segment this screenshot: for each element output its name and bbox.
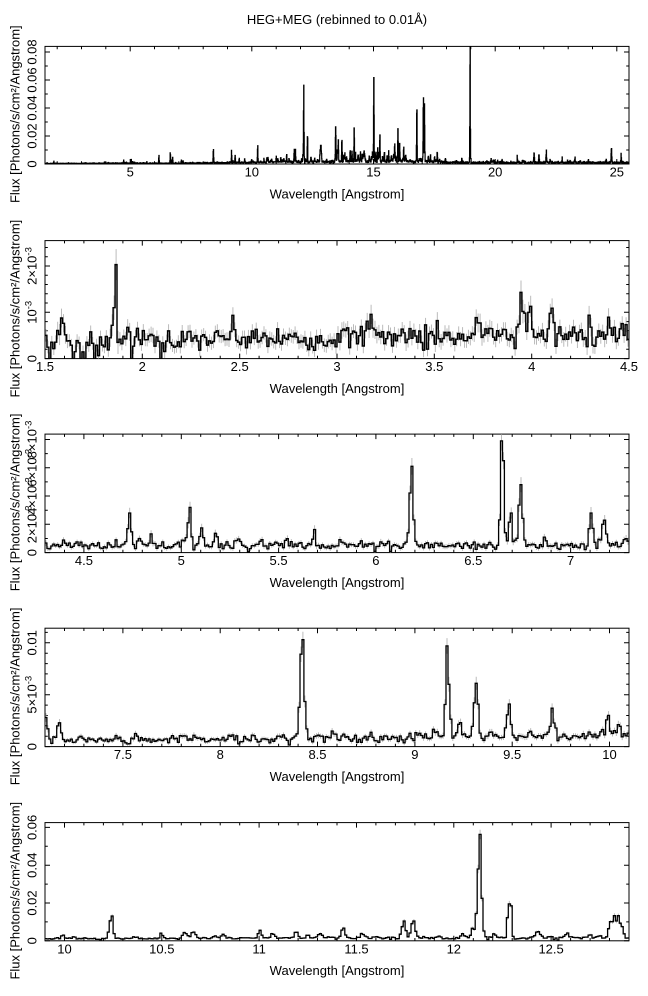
- svg-text:0: 0: [24, 937, 39, 944]
- svg-text:7: 7: [567, 553, 574, 568]
- svg-text:4.5: 4.5: [75, 553, 93, 568]
- svg-text:Wavelength [Angstrom]: Wavelength [Angstrom]: [270, 575, 405, 590]
- svg-text:12: 12: [447, 941, 461, 956]
- svg-text:Flux [Photons/s/cm²/Angstrom]: Flux [Photons/s/cm²/Angstrom]: [8, 220, 23, 398]
- svg-text:0.06: 0.06: [24, 815, 39, 840]
- svg-text:0.01: 0.01: [24, 630, 39, 655]
- svg-text:HEG+MEG (rebinned to 0.01Å): HEG+MEG (rebinned to 0.01Å): [247, 12, 427, 27]
- svg-text:20: 20: [488, 165, 502, 180]
- svg-text:0: 0: [24, 549, 39, 556]
- svg-text:2×10-3: 2×10-3: [24, 505, 40, 543]
- svg-text:0.06: 0.06: [24, 67, 39, 92]
- svg-text:8.5: 8.5: [308, 747, 326, 762]
- svg-text:8: 8: [217, 747, 224, 762]
- svg-text:8×10-3: 8×10-3: [24, 421, 40, 459]
- svg-text:0.04: 0.04: [24, 853, 39, 878]
- svg-text:25: 25: [610, 165, 624, 180]
- svg-text:Flux [Photons/s/cm²/Angstrom]: Flux [Photons/s/cm²/Angstrom]: [8, 25, 23, 203]
- svg-text:1.5: 1.5: [36, 359, 54, 374]
- svg-text:6.5: 6.5: [464, 553, 482, 568]
- svg-text:6: 6: [372, 553, 379, 568]
- svg-text:Wavelength [Angstrom]: Wavelength [Angstrom]: [270, 381, 405, 396]
- svg-text:6×10-3: 6×10-3: [24, 449, 40, 487]
- svg-text:7.5: 7.5: [114, 747, 132, 762]
- svg-text:12.5: 12.5: [538, 941, 563, 956]
- svg-text:11: 11: [252, 941, 266, 956]
- svg-text:0.02: 0.02: [24, 890, 39, 915]
- svg-text:5×10-3: 5×10-3: [24, 676, 40, 714]
- svg-text:5: 5: [178, 553, 185, 568]
- svg-text:4: 4: [528, 359, 535, 374]
- svg-text:2.5: 2.5: [231, 359, 249, 374]
- svg-text:10: 10: [245, 165, 259, 180]
- svg-text:5: 5: [127, 165, 134, 180]
- svg-text:Wavelength [Angstrom]: Wavelength [Angstrom]: [270, 963, 405, 978]
- svg-text:9: 9: [411, 747, 418, 762]
- svg-text:4×10-3: 4×10-3: [24, 477, 40, 515]
- svg-text:10: 10: [57, 941, 71, 956]
- svg-text:0: 0: [24, 743, 39, 750]
- svg-text:0: 0: [24, 355, 39, 362]
- svg-text:3.5: 3.5: [425, 359, 443, 374]
- svg-text:10.5: 10.5: [149, 941, 174, 956]
- svg-text:9.5: 9.5: [503, 747, 521, 762]
- svg-text:15: 15: [366, 165, 380, 180]
- svg-text:0.02: 0.02: [24, 123, 39, 148]
- svg-text:2×10-3: 2×10-3: [24, 247, 40, 285]
- svg-text:3: 3: [333, 359, 340, 374]
- svg-text:0: 0: [24, 160, 39, 167]
- svg-text:Flux [Photons/s/cm²/Angstrom]: Flux [Photons/s/cm²/Angstrom]: [8, 608, 23, 786]
- svg-text:Wavelength [Angstrom]: Wavelength [Angstrom]: [270, 769, 405, 784]
- svg-text:Flux [Photons/s/cm²/Angstrom]: Flux [Photons/s/cm²/Angstrom]: [8, 414, 23, 592]
- svg-text:11.5: 11.5: [344, 941, 368, 956]
- svg-text:0.04: 0.04: [24, 95, 39, 120]
- svg-text:4.5: 4.5: [620, 359, 638, 374]
- svg-text:5.5: 5.5: [270, 553, 288, 568]
- svg-text:Flux [Photons/s/cm²/Angstrom]: Flux [Photons/s/cm²/Angstrom]: [8, 802, 23, 980]
- svg-text:10: 10: [602, 747, 616, 762]
- svg-text:0.08: 0.08: [24, 39, 39, 64]
- svg-text:Wavelength [Angstrom]: Wavelength [Angstrom]: [270, 186, 405, 201]
- svg-text:2: 2: [139, 359, 146, 374]
